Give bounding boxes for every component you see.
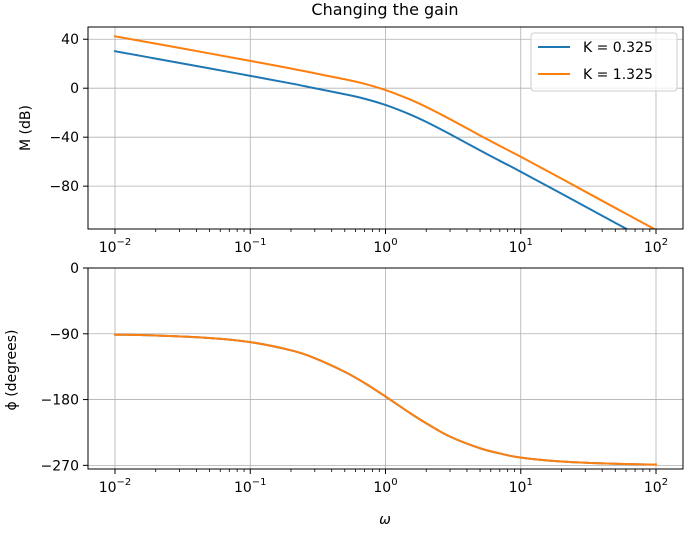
phase-y-label: ϕ (degrees) [4, 330, 20, 411]
x-tick-label-2: 10−2 [99, 477, 132, 496]
x-tick-label-1: 101 [509, 237, 533, 256]
magnitude-series [113, 35, 657, 229]
phase-y-ticks: 0 −90 −180 −270 [41, 261, 88, 474]
series-line-series-2 [113, 333, 658, 466]
y-tick-label-270: −270 [41, 458, 79, 474]
x-tick-label-1: 10−1 [234, 477, 267, 496]
x-tick-label-2: 102 [644, 477, 668, 496]
y-tick-label-90: −90 [49, 327, 79, 343]
x-tick-label-0: 100 [373, 237, 397, 256]
y-tick-label-0: 0 [70, 261, 79, 277]
legend-label-k-1325: K = 1.325 [583, 67, 653, 83]
legend: K = 0.325 K = 1.325 [530, 32, 678, 92]
y-tick-label-0: 0 [70, 81, 79, 97]
x-tick-label-0: 100 [373, 477, 397, 496]
y-tick-label-40: 40 [61, 32, 79, 48]
series-line-k-0-325 [113, 50, 629, 229]
phase-subplot: 0 −90 −180 −270 10−2 10−1 100 101 102 ϕ (degree… [4, 261, 684, 528]
magnitude-x-ticks: 10−2 10−1 100 101 102 [99, 229, 668, 256]
magnitude-y-label: M (dB) [18, 105, 34, 151]
chart-title: Changing the gain [311, 0, 458, 19]
y-tick-label-40: −40 [49, 130, 79, 146]
series-line-k-1-325 [113, 35, 657, 229]
x-tick-label-1: 10−1 [234, 237, 267, 256]
x-tick-label-1: 101 [509, 477, 533, 496]
x-tick-label-2: 10−2 [99, 237, 132, 256]
phase-x-ticks: 10−2 10−1 100 101 102 [99, 469, 668, 496]
y-tick-label-180: −180 [41, 393, 79, 409]
magnitude-subplot: Changing the gain 400−40−80 10−2 10−1 100 1… [18, 0, 684, 256]
magnitude-y-ticks: 40 0 −40 −80 [49, 32, 88, 195]
legend-label-k-0325: K = 0.325 [583, 40, 653, 56]
x-tick-label-2: 102 [644, 237, 668, 256]
x-axis-label: ω [379, 512, 391, 528]
y-tick-label-80: −80 [49, 179, 79, 195]
phase-series [113, 333, 658, 466]
